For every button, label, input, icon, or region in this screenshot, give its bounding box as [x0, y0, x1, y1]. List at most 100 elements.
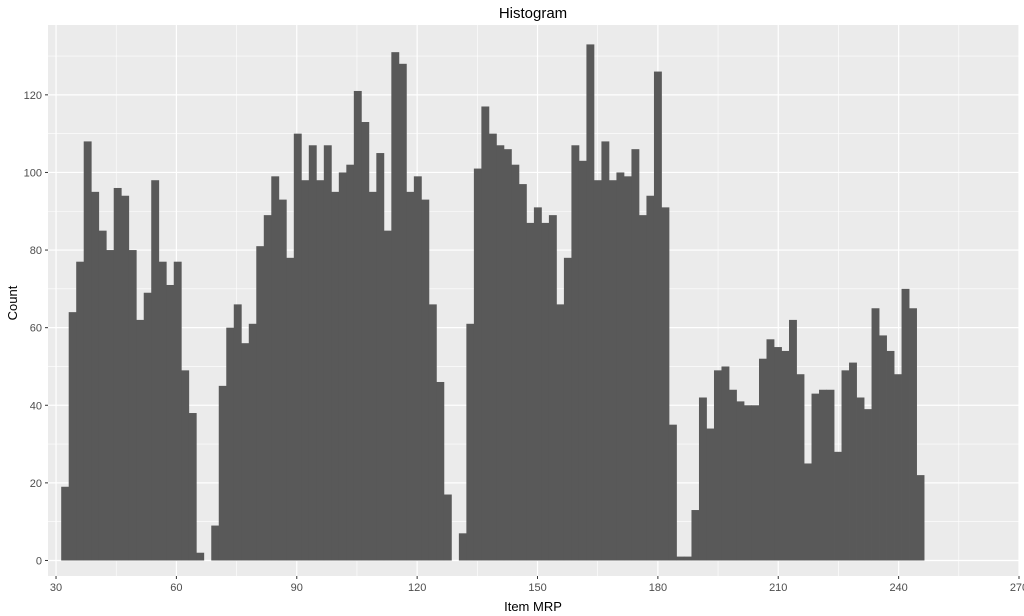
histogram-bar	[616, 172, 625, 561]
histogram-bar	[443, 494, 452, 561]
histogram-bar	[894, 374, 902, 561]
histogram-bar	[391, 52, 400, 561]
histogram-bar	[196, 552, 205, 561]
histogram-bar	[804, 463, 812, 561]
histogram-bar	[151, 180, 160, 561]
x-axis-ticks: 30 60 90 120 150 180 210 240 270	[50, 576, 1024, 594]
histogram-bar	[638, 215, 647, 561]
histogram-bar	[578, 160, 587, 561]
histogram-bar	[796, 374, 805, 561]
histogram-bar	[548, 215, 557, 561]
histogram-bar	[368, 191, 377, 561]
histogram-bar	[916, 475, 925, 561]
histogram-bar	[774, 347, 782, 561]
histogram-bar	[608, 180, 617, 561]
histogram-bar	[646, 195, 655, 561]
histogram-bar	[736, 401, 745, 561]
histogram-bar	[211, 525, 220, 561]
y-tick-label: 100	[24, 167, 42, 179]
histogram-bar	[856, 397, 865, 561]
x-tick-label: 120	[408, 582, 426, 594]
x-tick-label: 240	[889, 582, 907, 594]
histogram-bar	[571, 145, 580, 561]
histogram-bar	[526, 222, 535, 561]
histogram-bar	[481, 106, 490, 561]
histogram-bar	[278, 199, 287, 561]
histogram-bar	[496, 145, 505, 561]
histogram-bar	[541, 222, 550, 561]
histogram-bar	[691, 510, 700, 561]
histogram-bar	[743, 405, 752, 561]
histogram-bar	[653, 71, 662, 561]
histogram-bar	[706, 428, 715, 561]
histogram-bar	[316, 180, 325, 561]
histogram-bar	[841, 370, 850, 561]
histogram-bar	[293, 133, 302, 561]
histogram-bar	[233, 304, 242, 561]
histogram-bar	[256, 246, 265, 561]
histogram-bar	[263, 215, 272, 561]
histogram-bar	[601, 141, 610, 561]
histogram-bar	[61, 486, 70, 561]
histogram-bar	[128, 250, 137, 561]
histogram-bar	[436, 381, 445, 561]
histogram-bar	[398, 63, 407, 561]
x-axis-title: Item MRP	[504, 599, 562, 614]
histogram-bar	[563, 257, 572, 561]
y-tick-label: 60	[30, 323, 42, 335]
histogram-bar	[886, 350, 895, 561]
histogram-bar	[421, 199, 430, 561]
histogram-bar	[721, 366, 730, 561]
histogram-bar	[864, 409, 872, 561]
histogram-bar	[428, 304, 437, 561]
y-tick-label: 80	[30, 245, 42, 257]
histogram-bar	[181, 370, 190, 561]
histogram-bar	[383, 230, 392, 561]
histogram-bar	[698, 397, 707, 561]
histogram-bar	[661, 207, 670, 561]
histogram-bar	[301, 180, 310, 561]
histogram-bar	[113, 187, 122, 561]
x-tick-label: 90	[291, 582, 303, 594]
histogram-bar	[98, 230, 107, 561]
histogram-bar	[556, 304, 565, 561]
histogram-bar	[106, 250, 115, 561]
histogram-bar	[781, 350, 790, 561]
histogram-bar	[91, 191, 100, 561]
histogram-bar	[361, 122, 370, 561]
histogram-bar	[413, 176, 422, 561]
histogram-bar	[623, 176, 632, 561]
histogram-bar	[811, 393, 820, 561]
histogram-bar	[458, 533, 467, 561]
histogram-bar	[323, 145, 332, 561]
histogram-bar	[751, 405, 760, 561]
histogram-bar	[766, 339, 775, 561]
chart-title: Histogram	[499, 5, 567, 22]
histogram-bar	[593, 180, 602, 561]
histogram-bar	[346, 164, 355, 561]
histogram-bar	[166, 284, 175, 561]
histogram-bar	[271, 176, 280, 561]
histogram-bar	[376, 153, 385, 561]
histogram-bar	[533, 207, 542, 561]
x-tick-label: 150	[528, 582, 546, 594]
histogram-bar	[826, 389, 835, 561]
histogram-bar	[353, 90, 362, 561]
histogram-bar	[901, 288, 910, 561]
histogram-bar	[76, 261, 85, 561]
histogram-bar	[518, 184, 527, 561]
histogram-bar	[188, 413, 197, 561]
histogram-bar	[683, 556, 692, 561]
histogram-bar	[248, 323, 257, 561]
histogram-bar	[909, 308, 917, 561]
histogram-bars	[61, 44, 925, 561]
histogram-bar	[338, 172, 347, 561]
y-axis-ticks: 0 20 40 60 80 100 120	[24, 90, 48, 567]
x-tick-label: 270	[1010, 582, 1024, 594]
histogram-bar	[226, 327, 235, 561]
y-tick-label: 40	[30, 400, 42, 412]
x-tick-label: 180	[649, 582, 667, 594]
histogram-bar	[158, 261, 167, 561]
histogram-bar	[871, 308, 880, 561]
